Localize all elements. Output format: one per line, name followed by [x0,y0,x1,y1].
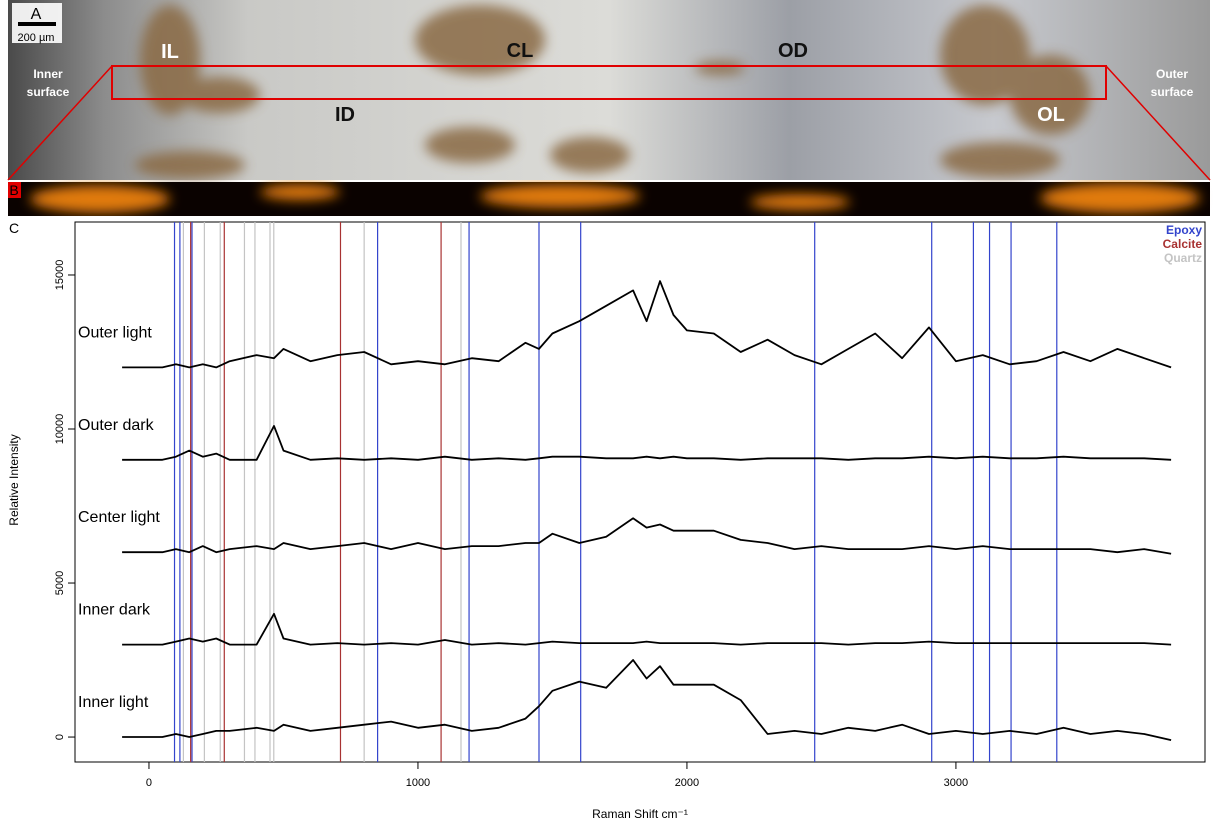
region-label: ID [335,104,355,126]
spectrum-line [122,518,1171,554]
spectrum-line [122,614,1171,645]
series-label: Outer dark [78,417,155,434]
surface-label: surface [1151,85,1194,99]
spectrum-line [122,660,1171,740]
figure: A 200 µm IL CL OD ID OL Inner surface Ou… [0,0,1216,828]
surface-label: Outer [1156,67,1188,81]
legend-label: Epoxy [1166,223,1202,237]
y-tick-label: 15000 [54,260,66,291]
panel-label: A [31,6,42,23]
y-tick-label: 10000 [54,414,66,445]
series-label: Inner light [78,694,149,711]
series-label: Center light [78,509,160,526]
spectrum-line [122,426,1171,460]
x-tick-label: 1000 [406,777,430,789]
micrograph [8,0,1210,180]
legend-label: Quartz [1164,251,1202,265]
region-label: IL [161,41,179,63]
x-tick-label: 0 [146,777,152,789]
y-tick-label: 5000 [54,571,66,595]
region-label: OL [1037,104,1065,126]
surface-label: Inner [33,67,63,81]
x-tick-label: 3000 [944,777,968,789]
x-axis-label: Raman Shift cm⁻¹ [592,807,688,821]
scale-bar-label: 200 µm [18,32,55,44]
spectrum-line [122,281,1171,367]
panel-label: B [9,182,18,198]
region-label: OD [778,40,808,62]
y-axis-label: Relative Intensity [7,434,21,525]
series-label: Inner dark [78,602,151,619]
series-label: Outer light [78,324,152,341]
x-tick-label: 2000 [675,777,699,789]
panel-label: C [9,220,19,236]
surface-label: surface [27,85,70,99]
raman-map [8,182,1210,216]
region-label: CL [507,40,534,62]
y-tick-label: 0 [54,734,66,740]
legend-label: Calcite [1163,237,1203,251]
